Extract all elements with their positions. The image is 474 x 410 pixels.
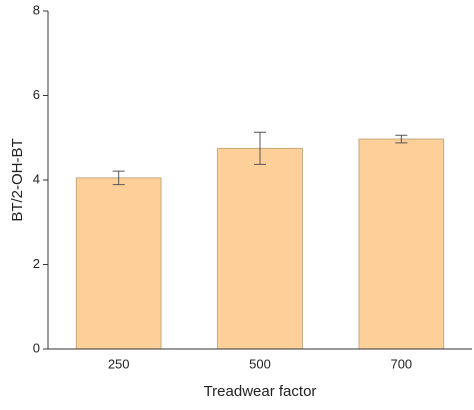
y-tick-label: 8 — [33, 2, 40, 17]
y-tick-label: 4 — [33, 171, 40, 186]
x-tick-label: 500 — [249, 356, 271, 371]
x-tick-label: 250 — [108, 356, 130, 371]
y-tick-label: 6 — [33, 87, 40, 102]
bar — [217, 147, 303, 350]
error-bar — [395, 134, 408, 144]
y-tick-label: 0 — [33, 340, 40, 355]
x-axis-label: Treadwear factor — [204, 383, 317, 400]
bar — [358, 138, 445, 350]
y-axis-label: BT/2-OH-BT — [9, 138, 26, 221]
error-bar — [254, 131, 266, 165]
bar — [75, 177, 162, 350]
y-tick-label: 2 — [33, 256, 40, 271]
error-bar — [112, 170, 125, 186]
x-tick-label: 700 — [390, 356, 412, 371]
